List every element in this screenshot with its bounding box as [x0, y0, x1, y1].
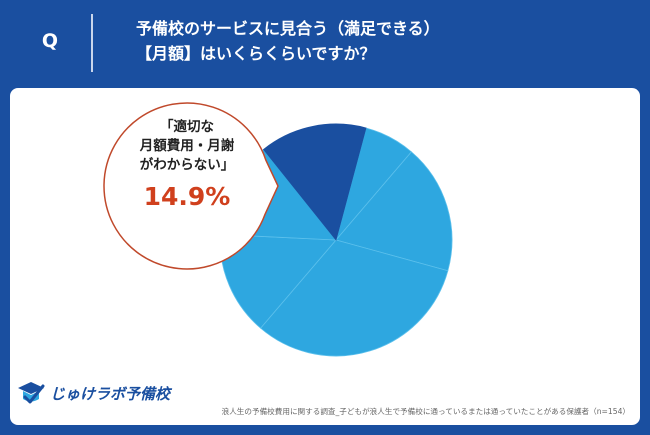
logo-text: じゅけラボ予備校 [50, 385, 171, 403]
pie-slice-3 [260, 239, 449, 357]
source-note: 浪人生の予備校費用に関する調査_子どもが浪人生で予備校に通っているまたは通ってい… [221, 407, 630, 416]
callout-line-3: がわからない」 [139, 157, 235, 173]
chart-panel: 「適切な 月額費用・月謝 がわからない」 14.9% じゅけラボ予備校 浪人生の… [10, 88, 640, 425]
callout-percentage: 14.9% [143, 182, 231, 211]
graduation-cap-check-icon [18, 382, 45, 404]
question-line-1: 予備校のサービスに見合う（満足できる） [136, 19, 440, 38]
question-text: 予備校のサービスに見合う（満足できる） 【月額】はいくらくらいですか？ [136, 16, 440, 66]
callout-bubble [103, 102, 279, 270]
pie-chart [103, 102, 453, 357]
callout-line-2: 月額費用・月謝 [139, 138, 235, 154]
callout-line-1: 「適切な [160, 119, 214, 135]
pie-slice-2 [335, 151, 453, 272]
logo: じゅけラボ予備校 [16, 378, 170, 410]
pie-slice-6 [263, 123, 367, 241]
question-header: Q 予備校のサービスに見合う（満足できる） 【月額】はいくらくらいですか？ [0, 0, 650, 86]
question-line-2: 【月額】はいくらくらいですか？ [136, 44, 376, 63]
header-divider [91, 14, 93, 72]
question-mark: Q [41, 30, 59, 52]
callout-label: 「適切な 月額費用・月謝 がわからない」 14.9% [106, 118, 268, 212]
